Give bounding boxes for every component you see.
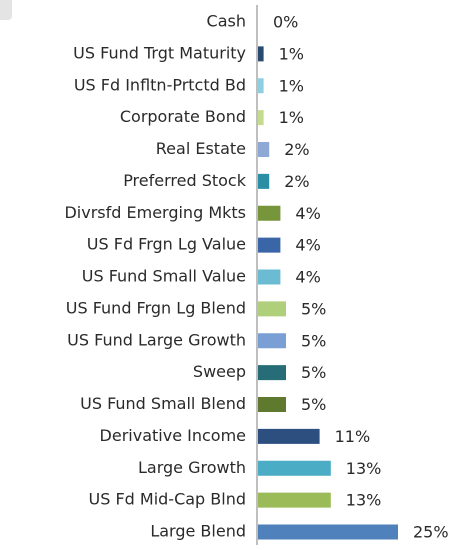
category-label: Large Blend <box>150 522 246 541</box>
value-label: 5% <box>301 299 326 318</box>
value-label: 1% <box>279 44 304 63</box>
bar <box>258 492 331 508</box>
value-label: 1% <box>279 108 304 127</box>
category-label: US Fund Trgt Maturity <box>73 43 246 62</box>
bar <box>258 428 320 444</box>
value-label: 5% <box>301 363 326 382</box>
bar <box>258 333 286 349</box>
category-label: Derivative Income <box>100 426 246 445</box>
category-label: Large Growth <box>138 458 246 477</box>
value-label: 4% <box>295 268 320 287</box>
corner-tab <box>0 0 12 20</box>
value-label: 0% <box>273 13 298 32</box>
bar <box>258 46 264 62</box>
category-label: Real Estate <box>156 139 246 158</box>
bar <box>258 142 270 157</box>
value-label: 2% <box>284 140 309 159</box>
category-label: US Fd Infltn-Prtctd Bd <box>74 75 246 94</box>
value-label: 25% <box>413 523 449 542</box>
value-label: 5% <box>301 395 326 414</box>
value-label: 11% <box>335 427 371 446</box>
value-label: 5% <box>301 331 326 350</box>
category-label: US Fd Mid-Cap Blnd <box>88 490 246 509</box>
bar <box>258 269 281 285</box>
category-label: Sweep <box>193 362 246 381</box>
value-label: 4% <box>295 204 320 223</box>
category-label: Preferred Stock <box>123 171 247 190</box>
bar <box>258 110 264 126</box>
bar <box>258 173 270 189</box>
category-label: US Fund Small Value <box>82 267 246 286</box>
category-label: US Fund Small Blend <box>80 394 246 413</box>
bar <box>258 301 286 317</box>
category-label: US Fund Frgn Lg Blend <box>66 298 246 317</box>
value-label: 13% <box>346 491 382 510</box>
category-label: Cash <box>207 12 246 31</box>
value-label: 4% <box>295 236 320 255</box>
bar <box>258 460 331 476</box>
value-label: 13% <box>346 459 382 478</box>
value-label: 2% <box>284 172 309 191</box>
bar <box>258 205 281 221</box>
category-label: Divrsfd Emerging Mkts <box>64 203 246 222</box>
bar <box>258 78 264 94</box>
value-label: 1% <box>279 76 304 95</box>
bar <box>258 237 281 253</box>
bar <box>258 397 286 412</box>
category-label: US Fund Large Growth <box>67 330 246 349</box>
bar <box>258 524 398 540</box>
category-label: Corporate Bond <box>120 107 246 126</box>
bar <box>258 365 286 381</box>
category-label: US Fd Frgn Lg Value <box>87 235 246 254</box>
